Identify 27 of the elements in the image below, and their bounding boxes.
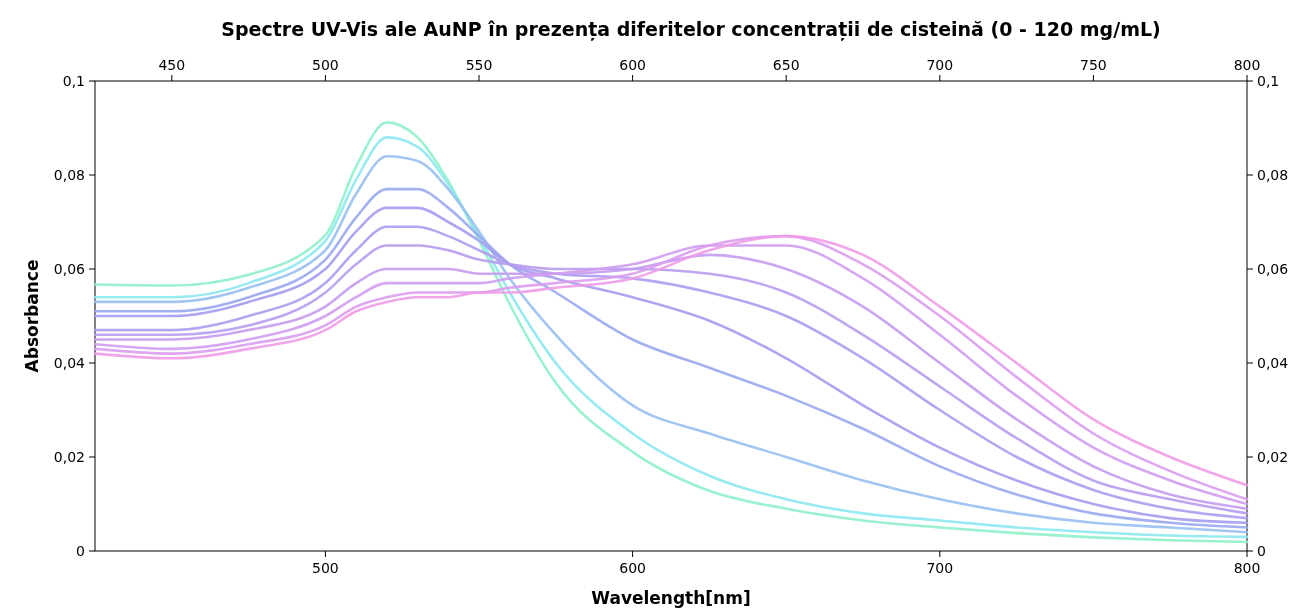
- y2-tick-label: 0: [1257, 543, 1266, 559]
- x2-tick-label: 800: [1233, 57, 1261, 73]
- x2-tick-label: 600: [619, 57, 646, 73]
- y2-tick-label: 0,02: [1257, 449, 1289, 465]
- y-tick-label: 0,04: [53, 355, 86, 371]
- x-axis-title: Wavelength[nm]: [591, 588, 751, 608]
- x2-tick-label: 500: [312, 57, 339, 73]
- y-tick-label: 0,02: [53, 449, 85, 465]
- y2-tick-label: 0,04: [1257, 355, 1289, 371]
- y2-tick-label: 0,1: [1257, 73, 1280, 89]
- x2-tick-label: 550: [465, 57, 493, 73]
- x-tick-label: 700: [926, 560, 954, 576]
- x2-tick-label: 700: [926, 57, 954, 73]
- y2-tick-label: 0,08: [1257, 167, 1289, 183]
- x2-tick-label: 650: [772, 57, 800, 73]
- y-tick-label: 0,06: [53, 261, 86, 277]
- x-tick-label: 800: [1233, 560, 1261, 576]
- x2-tick-label: 750: [1080, 57, 1107, 73]
- x-tick-label: 600: [619, 560, 646, 576]
- y2-tick-label: 0,06: [1257, 261, 1289, 277]
- x2-tick-label: 450: [158, 57, 186, 73]
- y-tick-label: 0: [76, 543, 85, 559]
- y-axis-title: Absorbance: [22, 259, 42, 373]
- y-tick-label: 0,08: [53, 167, 85, 183]
- x-tick-label: 500: [312, 560, 339, 576]
- chart-title: Spectre UV-Vis ale AuNP în prezența diferitelor concentrații de cisteină (0 - 120 mg/mL): [221, 18, 1161, 41]
- y-tick-label: 0,1: [62, 73, 85, 89]
